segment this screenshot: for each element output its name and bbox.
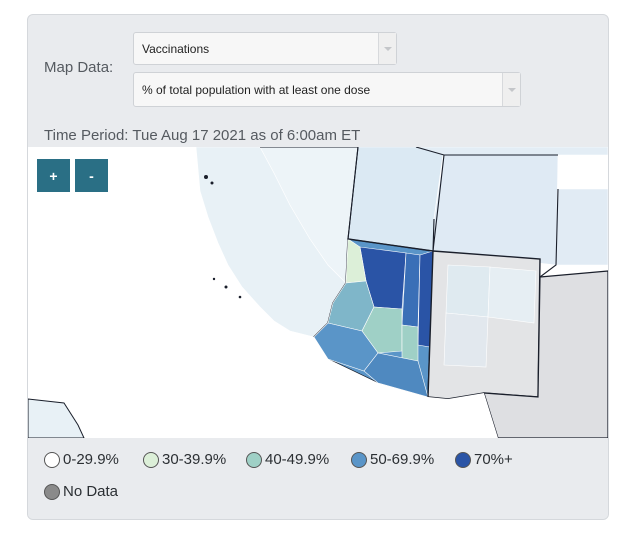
legend-label: 70%+ (474, 451, 513, 468)
wyoming-region (415, 147, 608, 156)
chevron-down-icon (502, 73, 520, 106)
legend-label: 50-69.9% (370, 451, 435, 468)
map-data-label: Map Data: (44, 59, 114, 76)
chevron-down-icon (378, 33, 396, 64)
legend-label: 0-29.9% (63, 451, 119, 468)
legend-label: 30-39.9% (162, 451, 227, 468)
metric-select-value: % of total population with at least one … (142, 82, 371, 97)
legend-item-50-69: 50-69.9% (351, 451, 434, 468)
legend-item-30-39: 30-39.9% (143, 451, 226, 468)
zoom-in-button[interactable]: + (37, 159, 70, 192)
dataset-select-value: Vaccinations (142, 41, 210, 56)
legend-item-70-plus: 70%+ (455, 451, 513, 468)
map-legend: 0-29.9% 30-39.9% 40-49.9% 50-69.9% 70%+ … (28, 438, 608, 519)
county-map[interactable]: + - (28, 147, 608, 438)
legend-swatch (44, 483, 60, 500)
legend-swatch (455, 451, 471, 468)
legend-swatch (351, 451, 367, 468)
baja-region (28, 398, 85, 438)
colorado-region (432, 154, 559, 266)
island-marks (204, 175, 242, 299)
legend-swatch (44, 451, 60, 468)
map-controls: Map Data: Vaccinations % of total popula… (28, 15, 608, 147)
new-mexico-county (445, 264, 491, 318)
kansas-region (555, 188, 608, 266)
time-period-label: Time Period: Tue Aug 17 2021 as of 6:00a… (44, 127, 361, 144)
new-mexico-county (443, 312, 489, 368)
legend-label: No Data (63, 483, 119, 500)
zoom-out-button[interactable]: - (75, 159, 108, 192)
dataset-select[interactable]: Vaccinations (133, 32, 397, 65)
new-mexico-county (487, 266, 537, 324)
state-borders (260, 147, 559, 278)
mexico-area (28, 331, 498, 438)
legend-label: 40-49.9% (265, 451, 330, 468)
legend-item-0-29: 0-29.9% (44, 451, 119, 468)
legend-swatch (143, 451, 159, 468)
vaccination-map-panel: Map Data: Vaccinations % of total popula… (27, 14, 609, 520)
legend-item-no-data: No Data (44, 483, 118, 500)
legend-item-40-49: 40-49.9% (246, 451, 329, 468)
arizona-county (401, 324, 419, 362)
arizona-county (361, 306, 403, 354)
texas-region (483, 270, 608, 438)
county-map-canvas[interactable] (28, 147, 608, 438)
arizona-state[interactable] (313, 238, 434, 398)
utah-region (347, 147, 445, 252)
legend-swatch (246, 451, 262, 468)
metric-select[interactable]: % of total population with at least one … (133, 72, 521, 107)
